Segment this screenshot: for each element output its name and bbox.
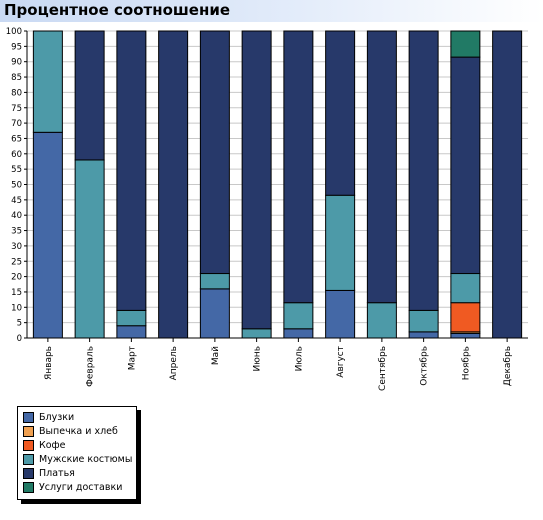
y-tick-label: 15 [11, 288, 22, 298]
x-category-label: Октябрь [420, 346, 430, 386]
legend-swatch [23, 454, 34, 465]
bar-segment [450, 302, 481, 333]
bar-segment [74, 30, 105, 161]
legend-item: Мужские костюмы [23, 454, 132, 466]
legend-label: Кофе [39, 440, 66, 451]
y-tick-label: 60 [11, 150, 22, 160]
bar-segment [199, 288, 230, 339]
bar-segment [283, 328, 314, 339]
chart-legend: Блузки Выпечка и хлеб Кофе Мужские костюмы П… [17, 406, 137, 500]
y-tick-label: 40 [11, 211, 22, 221]
y-tick-label: 20 [11, 273, 22, 283]
bar-segment [116, 30, 147, 311]
bar-segment [408, 309, 439, 333]
legend-label: Выпечка и хлеб [39, 426, 118, 437]
stacked-bar-chart: 0 5 10 15 20 25 30 35 40 45 50 55 60 65 70 75 80 85 90 95 10… [6, 27, 528, 391]
x-category-label: Сентябрь [378, 346, 388, 391]
y-tick-label: 85 [11, 73, 22, 83]
y-tick-label: 55 [11, 165, 22, 175]
legend-swatch [23, 412, 34, 423]
bar-segment [450, 30, 481, 58]
chart-title: Процентное соотношение [4, 1, 231, 19]
bar-segment [199, 30, 230, 275]
legend-label: Мужские костюмы [39, 454, 133, 465]
y-tick-label: 45 [11, 196, 22, 206]
bar-segment [283, 302, 314, 330]
bar-segment [199, 273, 230, 290]
x-category-label: Март [127, 346, 137, 370]
legend-item: Блузки [23, 412, 74, 424]
bar-segment [158, 30, 189, 339]
y-tick-label: 35 [11, 227, 22, 237]
y-tick-label: 65 [11, 134, 22, 144]
legend-item: Выпечка и хлеб [23, 426, 118, 438]
bar-segment [408, 30, 439, 311]
bar-segment [492, 30, 523, 339]
chart-header: Процентное соотношение [0, 0, 543, 22]
y-tick-label: 25 [11, 257, 22, 267]
legend-item: Услуги доставки [23, 482, 122, 494]
bar-segment [241, 328, 272, 339]
bar-segment [116, 309, 147, 327]
bar-segment [325, 194, 356, 291]
bar-segment [450, 56, 481, 275]
x-category-label: Август [336, 346, 346, 378]
bar-segment [32, 131, 63, 339]
y-tick-label: 80 [11, 88, 22, 98]
y-tick-label: 10 [11, 303, 22, 313]
y-tick-label: 30 [11, 242, 22, 252]
bar-segment [366, 30, 397, 304]
bar-segment [450, 273, 481, 304]
legend-swatch [23, 440, 34, 451]
x-category-label: Июнь [253, 346, 263, 372]
legend-label: Услуги доставки [39, 482, 123, 493]
x-category-label: Апрель [169, 346, 179, 380]
x-category-label: Декабрь [503, 346, 513, 386]
legend-swatch [23, 426, 34, 437]
bar-segment [32, 30, 63, 133]
y-tick-label: 0 [17, 334, 22, 344]
y-tick-label: 5 [17, 319, 22, 329]
bar-segment [325, 30, 356, 196]
bar-segment [325, 289, 356, 339]
bar-segment [366, 302, 397, 339]
bar-segment [408, 331, 439, 339]
legend-swatch [23, 482, 34, 493]
y-tick-label: 75 [11, 104, 22, 114]
x-category-label: Май [211, 346, 221, 365]
legend-label: Платья [39, 468, 75, 479]
y-tick-label: 95 [11, 42, 22, 52]
legend-label: Блузки [39, 412, 75, 423]
bar-segment [241, 30, 272, 330]
bar-segment [283, 30, 314, 304]
legend-item: Платья [23, 468, 75, 480]
bar-segment [116, 325, 147, 339]
bar-segment [450, 332, 481, 339]
y-tick-label: 70 [11, 119, 22, 129]
y-tick-label: 100 [6, 27, 22, 37]
y-tick-label: 90 [11, 58, 22, 68]
y-tick-label: 50 [11, 181, 22, 191]
x-category-label: Июль [294, 346, 304, 371]
legend-item: Кофе [23, 440, 66, 452]
x-category-label: Ноябрь [461, 346, 471, 380]
bar-segment [74, 159, 105, 339]
x-category-label: Февраль [86, 346, 96, 387]
legend-swatch [23, 468, 34, 479]
x-category-label: Январь [44, 346, 54, 380]
